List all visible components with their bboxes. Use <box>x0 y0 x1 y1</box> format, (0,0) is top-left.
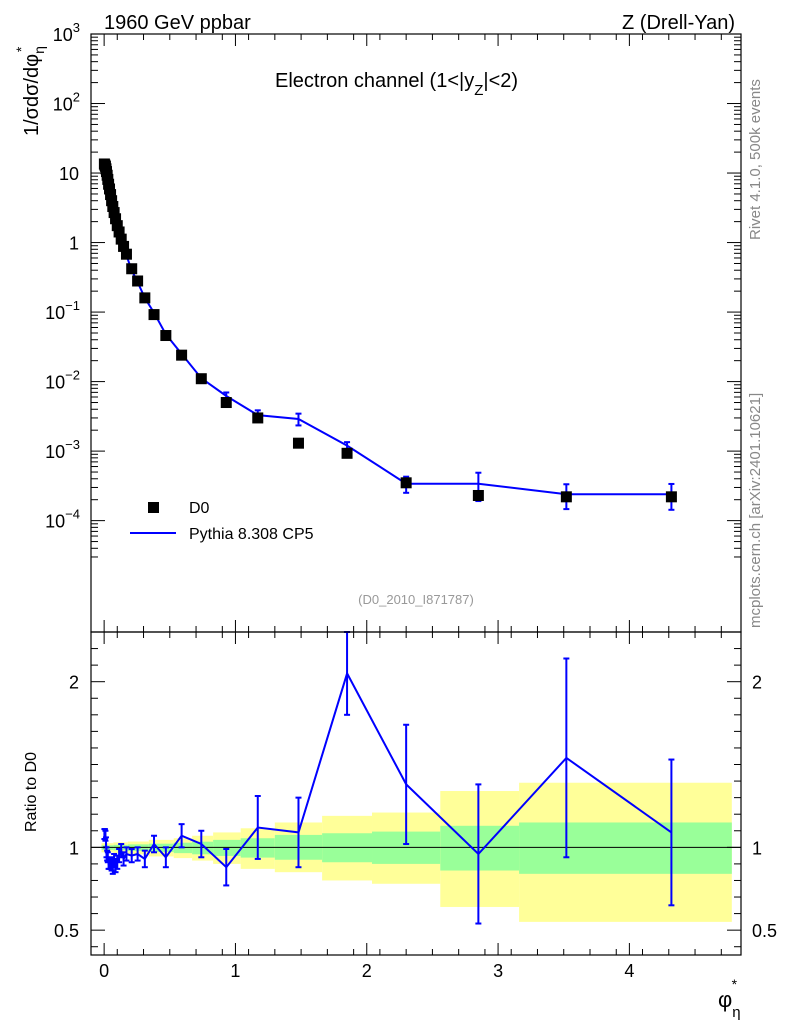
legend-d0-label: D0 <box>189 500 210 517</box>
legend-pythia-label: Pythia 8.308 CP5 <box>189 526 314 543</box>
x-axis-label-sub: η <box>732 1004 740 1021</box>
y-tick-label-1: 102 <box>53 90 80 115</box>
y-tick-label-3: 1 <box>69 234 79 254</box>
ratio-tick-label-left-2: 2 <box>69 673 79 693</box>
x-axis-label-main: φ <box>718 987 732 1012</box>
band-green-12 <box>519 822 611 874</box>
ratio-tick-label-right-2: 2 <box>752 673 762 693</box>
d0-point-22 <box>148 309 160 321</box>
mcplots-label: mcplots.cern.ch [arXiv:2401.10621] <box>747 393 764 628</box>
x-tick-label-4: 4 <box>624 961 634 981</box>
d0-point-20 <box>132 275 144 287</box>
header-left: 1960 GeV ppbar <box>104 12 251 34</box>
d0-point-13 <box>110 213 122 225</box>
d0-point-10 <box>106 195 118 207</box>
d0-point-29 <box>341 447 353 459</box>
d0-point-32 <box>560 491 572 503</box>
d0-point-18 <box>120 248 132 260</box>
plot-title-post: |<2) <box>483 70 518 92</box>
d0-point-27 <box>252 412 264 424</box>
d0-point-24 <box>176 349 188 361</box>
x-tick-label-1: 1 <box>230 961 240 981</box>
d0-point-30 <box>400 477 412 489</box>
d0-point-23 <box>160 330 172 342</box>
y-tick-label-4: 10−1 <box>45 298 80 323</box>
y-tick-label-7: 10−4 <box>45 507 80 532</box>
ratio-series <box>101 631 675 925</box>
d0-point-19 <box>126 263 138 275</box>
d0-point-17 <box>118 240 130 252</box>
d0-point-21 <box>139 292 151 304</box>
y-tick-label-2: 10 <box>59 164 79 184</box>
plot-title-sub: Z <box>474 82 483 99</box>
y-axis-label: 1/σdσ/dφη* <box>13 46 47 136</box>
ratio-y-axis-label: Ratio to D0 <box>23 752 40 832</box>
d0-point-15 <box>113 226 125 238</box>
ratio-frame <box>90 631 742 956</box>
main-series <box>98 158 677 511</box>
y-tick-label-0: 103 <box>53 20 80 45</box>
d0-point-16 <box>115 233 127 245</box>
rivet-label: Rivet 4.1.0, 500k events <box>747 79 764 240</box>
x-tick-label-0: 0 <box>99 961 109 981</box>
x-axis-label: φη * <box>718 976 741 1021</box>
d0-point-11 <box>107 201 119 213</box>
band-green-11 <box>440 825 520 871</box>
watermark: (D0_2010_I871787) <box>358 592 474 607</box>
band-green-6 <box>213 839 241 856</box>
d0-point-25 <box>195 373 207 385</box>
ratio-tick-label-right-1: 1 <box>752 838 762 858</box>
y-axis-label-sub: η <box>31 46 47 54</box>
x-tick-label-2: 2 <box>362 961 372 981</box>
ratio-uncertainty-bands <box>91 782 741 922</box>
legend-d0-marker <box>148 502 159 513</box>
header-right: Z (Drell-Yan) <box>622 12 735 34</box>
x-tick-label-3: 3 <box>493 961 503 981</box>
d0-point-28 <box>292 437 304 449</box>
legend: D0 Pythia 8.308 CP5 <box>130 500 314 543</box>
y-tick-label-6: 10−3 <box>45 437 80 462</box>
d0-point-14 <box>111 220 123 232</box>
d0-point-31 <box>472 489 484 501</box>
ratio-tick-label-left-1: 1 <box>69 838 79 858</box>
ratio-tick-label-left-0: 0.5 <box>54 921 79 941</box>
y-tick-label-5: 10−2 <box>45 368 80 393</box>
y-axis-label-main: 1/σdσ/dφ <box>21 54 43 136</box>
plot-title: Electron channel (1<|yZ|<2) <box>275 70 518 99</box>
ratio-tick-label-right-0: 0.5 <box>752 921 777 941</box>
plot-title-pre: Electron channel (1<|y <box>275 70 474 92</box>
y-axis-label-sup: * <box>13 46 29 52</box>
d0-point-8 <box>104 183 116 195</box>
d0-point-9 <box>105 189 117 201</box>
pythia-line <box>103 161 672 496</box>
d0-point-33 <box>665 491 677 503</box>
x-axis-label-sup: * <box>732 976 738 992</box>
d0-point-12 <box>108 207 120 219</box>
d0-point-26 <box>220 397 232 409</box>
